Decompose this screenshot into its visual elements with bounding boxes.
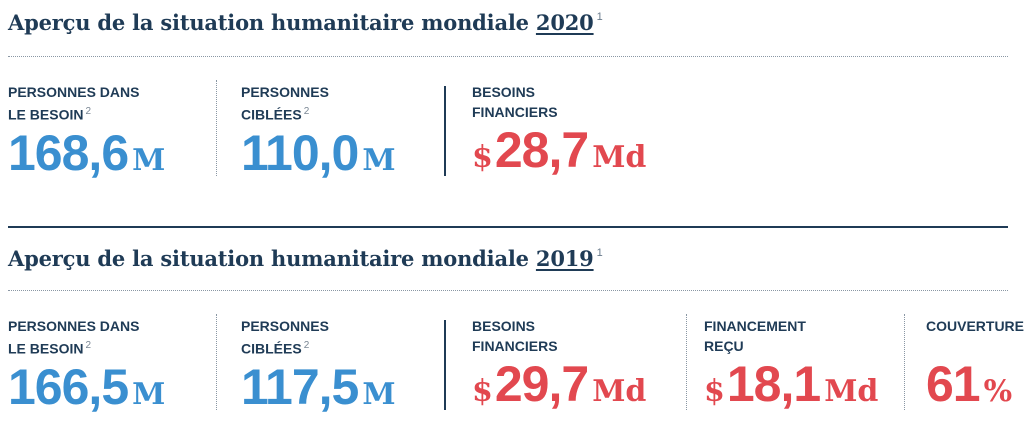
dotted-divider [8,290,1008,291]
metric-label: BESOINS FINANCIERS [472,84,558,120]
metric-value: 166,5 M [8,358,166,415]
dotted-separator [216,314,217,410]
dotted-separator [686,314,687,410]
section-title-2019: Aperçu de la situation humanitaire mondi… [8,246,603,271]
title-text: Aperçu de la situation humanitaire mondi… [8,246,529,271]
dotted-separator [216,80,217,176]
metric-financial-needs: BESOINS FINANCIERS $29,7 Md [472,316,646,418]
metric-people-targeted: PERSONNES CIBLÉES 2 117,5 M [241,316,396,421]
metric-label: FINANCEMENT REÇU [704,318,806,354]
section-title-2020: Aperçu de la situation humanitaire mondi… [8,10,603,35]
overview-2019-section: Aperçu de la situation humanitaire mondi… [0,232,1024,441]
metric-value: 168,6 M [8,124,166,181]
metric-value: $29,7 Md [472,356,647,412]
section-divider [8,226,1008,228]
solid-separator [444,320,446,410]
dotted-separator [904,314,905,410]
metric-people-targeted: PERSONNES CIBLÉES 2 110,0 M [241,82,396,187]
metric-coverage: COUVERTURE 61% [926,316,1024,418]
metric-financial-needs: BESOINS FINANCIERS $28,7 Md [472,82,646,184]
metric-label: PERSONNES CIBLÉES 2 [241,318,329,357]
metric-label: COUVERTURE [926,318,1024,334]
metric-value: $18,1 Md [704,356,879,412]
overview-2020-section: Aperçu de la situation humanitaire mondi… [0,0,1024,215]
solid-separator [444,86,446,176]
title-text: Aperçu de la situation humanitaire mondi… [8,10,529,35]
dotted-divider [8,56,1008,57]
title-footnote: 1 [596,11,603,23]
metric-funding-received: FINANCEMENT REÇU $18,1 Md [704,316,878,418]
metric-value: 61% [926,356,1013,412]
title-footnote: 1 [596,247,603,259]
metric-people-in-need: PERSONNES DANS LE BESOIN 2 166,5 M [8,316,165,421]
metric-value: 117,5 M [241,358,396,415]
metric-people-in-need: PERSONNES DANS LE BESOIN 2 168,6 M [8,82,165,187]
metric-label: BESOINS FINANCIERS [472,318,558,354]
metric-label: PERSONNES DANS LE BESOIN 2 [8,318,140,357]
metric-label: PERSONNES DANS LE BESOIN 2 [8,84,140,123]
title-year: 2019 [535,246,594,271]
title-year: 2020 [535,10,594,35]
metric-value: 110,0 M [241,124,396,181]
metric-value: $28,7 Md [472,122,647,178]
metric-label: PERSONNES CIBLÉES 2 [241,84,329,123]
